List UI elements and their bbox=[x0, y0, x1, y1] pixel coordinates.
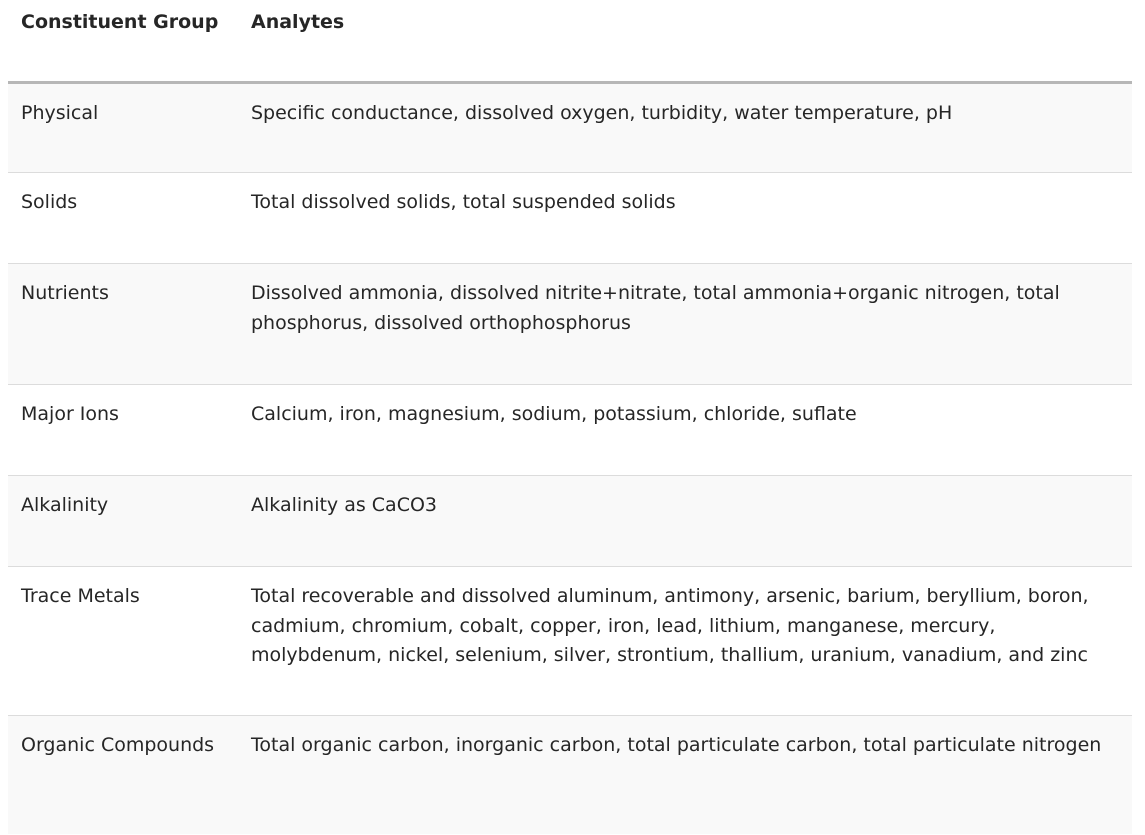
row-analytes-cell: Dissolved ammonia, dissolved nitrite+nit… bbox=[251, 282, 1060, 334]
row-analytes-cell: Specific conductance, dissolved oxygen, … bbox=[251, 102, 953, 124]
row-analytes-cell: Alkalinity as CaCO3 bbox=[251, 494, 438, 516]
row-group-cell: Solids bbox=[21, 191, 78, 213]
row-analytes-cell: Calcium, iron, magnesium, sodium, potass… bbox=[251, 403, 857, 425]
table-row: Physical Specific conductance, dissolved… bbox=[8, 82, 1132, 173]
row-group-cell: Nutrients bbox=[21, 282, 109, 304]
table-row: Solids Total dissolved solids, total sus… bbox=[8, 172, 1132, 264]
header-row: Constituent Group Analytes bbox=[8, 0, 1132, 83]
row-group-cell: Organic Compounds bbox=[21, 734, 215, 756]
table-header: Constituent Group Analytes bbox=[8, 0, 1132, 83]
table-row: Nutrients Dissolved ammonia, dissolved n… bbox=[8, 263, 1132, 385]
row-group-cell: Trace Metals bbox=[21, 585, 140, 607]
header-analytes: Analytes bbox=[251, 11, 345, 33]
row-analytes-cell: Total recoverable and dissolved aluminum… bbox=[251, 585, 1089, 667]
row-analytes-cell: Total organic carbon, inorganic carbon, … bbox=[251, 734, 1102, 756]
table-body: Physical Specific conductance, dissolved… bbox=[8, 82, 1132, 834]
table-row: Alkalinity Alkalinity as CaCO3 bbox=[8, 475, 1132, 567]
header-constituent-group: Constituent Group bbox=[21, 11, 219, 33]
row-group-cell: Major Ions bbox=[21, 403, 119, 425]
row-group-cell: Physical bbox=[21, 102, 99, 124]
constituents-table-container: Constituent Group Analytes Physical Spec… bbox=[8, 0, 1132, 834]
constituents-table: Constituent Group Analytes Physical Spec… bbox=[8, 0, 1132, 834]
table-row: Trace Metals Total recoverable and disso… bbox=[8, 566, 1132, 716]
row-group-cell: Alkalinity bbox=[21, 494, 109, 516]
table-row: Organic Compounds Total organic carbon, … bbox=[8, 715, 1132, 834]
table-row: Major Ions Calcium, iron, magnesium, sod… bbox=[8, 384, 1132, 476]
row-analytes-cell: Total dissolved solids, total suspended … bbox=[251, 191, 676, 213]
